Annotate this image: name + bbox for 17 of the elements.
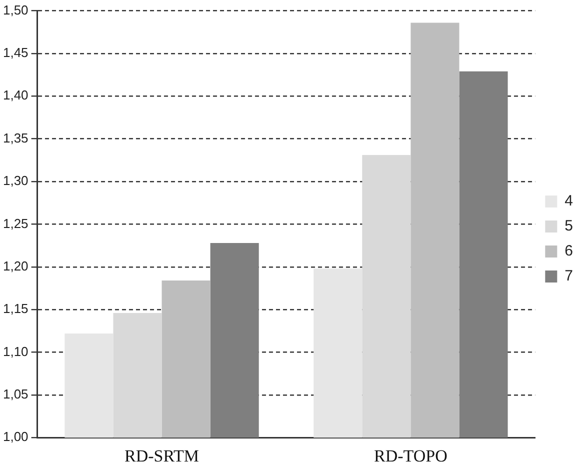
y-tick-label: 1,10 [2, 344, 28, 359]
y-tick-label: 1,40 [2, 88, 28, 103]
x-tick-label: RD-SRTM [124, 446, 200, 466]
y-tick-label: 1,25 [2, 216, 28, 231]
y-tick-label: 1,30 [2, 173, 28, 188]
y-tick-label: 1,50 [2, 2, 28, 18]
y-tick-label: 1,00 [2, 429, 28, 444]
y-tick-label: 1,05 [2, 386, 28, 402]
legend-label: 7 [564, 268, 573, 285]
y-tick-label: 1,45 [2, 45, 28, 60]
legend-label: 5 [564, 218, 573, 235]
legend-label: 4 [564, 192, 573, 210]
y-tick-label: 1,35 [2, 130, 28, 146]
y-tick-label: 1,15 [2, 301, 28, 316]
legend-label: 6 [564, 242, 573, 260]
y-tick-label: 1,20 [2, 258, 28, 274]
x-tick-label: RD-TOPO [374, 446, 448, 466]
